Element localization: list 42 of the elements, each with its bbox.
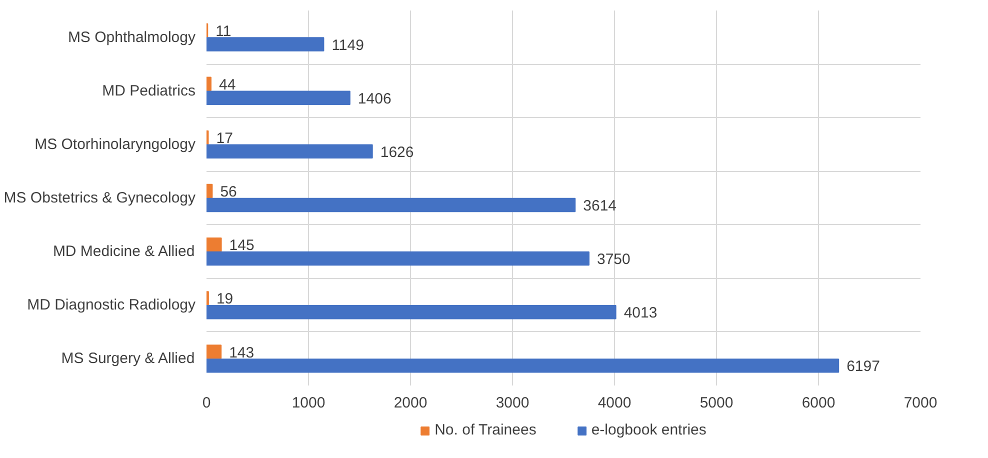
- y-tick-label: MD Diagnostic Radiology: [27, 296, 196, 314]
- data-label: 1406: [358, 90, 392, 108]
- bar: [206, 90, 350, 105]
- legend-label: e-logbook entries: [591, 422, 706, 438]
- x-tick-label: 5000: [700, 394, 734, 412]
- data-label: 143: [229, 344, 254, 362]
- bar: [206, 358, 840, 373]
- data-label: 3614: [583, 197, 617, 214]
- data-label: 17: [216, 130, 233, 147]
- x-tick-label: 4000: [598, 394, 632, 412]
- data-label: 44: [218, 76, 236, 94]
- bar: [206, 184, 213, 198]
- x-tick-label: 0: [202, 394, 211, 412]
- bar: [206, 76, 212, 92]
- data-label: 11: [216, 22, 232, 40]
- legend-label: No. of Trainees: [434, 422, 536, 438]
- bar: [206, 198, 576, 212]
- bar: [206, 237, 222, 252]
- bar: [206, 304, 616, 320]
- y-tick-label: MS Obstetrics & Gynecology: [4, 190, 196, 206]
- data-label: 19: [216, 290, 234, 308]
- y-tick-label: MS Surgery & Allied: [61, 350, 195, 368]
- bar: [206, 251, 590, 266]
- y-tick-label: MS Ophthalmology: [68, 28, 196, 46]
- data-label: 3750: [597, 251, 630, 268]
- data-label: 6197: [846, 358, 880, 376]
- data-label: 145: [229, 237, 254, 254]
- data-label: 4013: [624, 304, 658, 322]
- x-tick-label: 6000: [802, 394, 836, 412]
- bar: [206, 344, 222, 359]
- x-tick-label: 7000: [904, 394, 938, 412]
- y-tick-label: MD Pediatrics: [102, 82, 196, 100]
- x-tick-label: 1000: [292, 394, 326, 412]
- x-tick-label: 2000: [394, 394, 428, 412]
- bar: [206, 144, 373, 159]
- bar: [206, 37, 324, 52]
- y-tick-label: MD Medicine & Allied: [52, 243, 195, 260]
- data-label: 56: [220, 184, 237, 201]
- x-tick-label: 3000: [496, 394, 530, 412]
- data-label: 1149: [332, 36, 364, 54]
- data-label: 1626: [380, 144, 414, 161]
- y-tick-label: MS Otorhinolaryngology: [34, 136, 196, 153]
